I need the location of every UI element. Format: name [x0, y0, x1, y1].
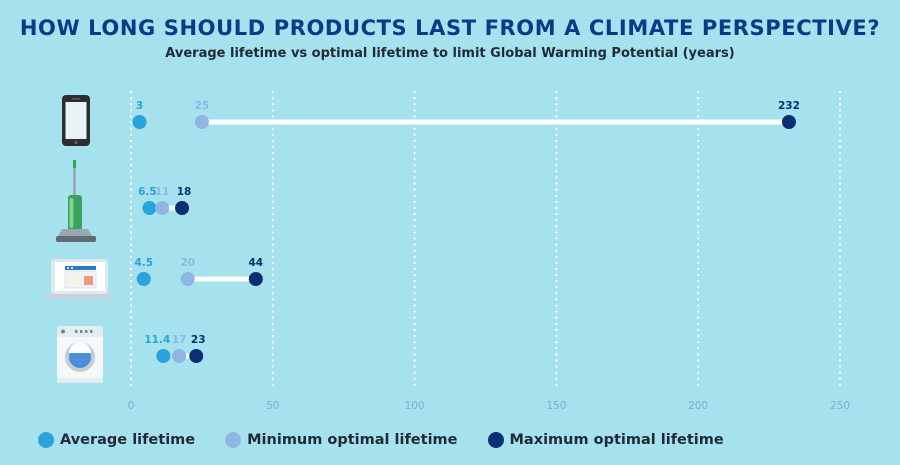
data-label-average: 11.4: [144, 334, 170, 346]
point-maximum: [781, 115, 796, 129]
vacuum-cleaner-icon: [56, 160, 96, 242]
product-row: 6.511 18: [138, 186, 191, 215]
point-maximum: [175, 201, 190, 215]
x-axis-ticks: 0 50 100 150 200 250: [128, 400, 850, 412]
point-minimum: [172, 349, 187, 363]
laptop-icon: [44, 259, 114, 299]
product-row: 11.4 17 23: [144, 334, 206, 363]
point-average: [142, 201, 157, 215]
point-average: [132, 115, 147, 129]
point-maximum: [248, 272, 263, 286]
tick-label: 0: [128, 400, 135, 412]
tick-label: 200: [688, 400, 708, 412]
legend-item-maximum: Maximum optimal lifetime: [487, 432, 724, 448]
legend-dot-minimum: [225, 432, 242, 448]
legend-label: Maximum optimal lifetime: [509, 432, 724, 448]
point-average: [156, 349, 171, 363]
legend-item-minimum: Minimum optimal lifetime: [225, 432, 458, 448]
data-label-minimum: 25: [195, 100, 210, 112]
point-minimum: [194, 115, 209, 129]
point-minimum: [180, 272, 195, 286]
tick-label: 250: [830, 400, 850, 412]
data-label-average: 6.5: [138, 186, 157, 198]
point-maximum: [189, 349, 204, 363]
data-label-average: 3: [136, 100, 143, 112]
legend-label: Minimum optimal lifetime: [247, 432, 458, 448]
legend-item-average: Average lifetime: [38, 432, 195, 448]
chart-title: HOW LONG SHOULD PRODUCTS LAST FROM A CLI…: [19, 16, 881, 40]
data-label-maximum: 18: [177, 186, 192, 198]
product-row: 4.5 20 44: [134, 257, 263, 286]
point-average: [136, 272, 151, 286]
data-marks: 3 25 232 6.511 18 4.5 20 44 11.4 17 23: [132, 100, 800, 363]
data-label-average: 4.5: [134, 257, 153, 269]
data-label-minimum: 11: [155, 186, 170, 198]
data-label-minimum: 20: [180, 257, 195, 269]
legend-dot-maximum: [487, 432, 504, 448]
tick-label: 150: [546, 400, 566, 412]
washing-machine-icon: [57, 326, 103, 383]
smartphone-icon: [62, 95, 90, 146]
product-icons: [44, 95, 114, 383]
legend: Average lifetime Minimum optimal lifetim…: [38, 432, 754, 448]
data-label-maximum: 232: [778, 100, 800, 112]
data-label-maximum: 23: [191, 334, 206, 346]
tick-label: 100: [405, 400, 425, 412]
tick-label: 50: [266, 400, 279, 412]
legend-dot-average: [38, 432, 54, 448]
data-label-maximum: 44: [248, 257, 263, 269]
point-minimum: [155, 201, 170, 215]
legend-label: Average lifetime: [60, 432, 196, 448]
product-row: 3 25 232: [132, 100, 800, 129]
data-label-minimum: 17: [172, 334, 187, 346]
grid: [129, 90, 842, 390]
chart-subtitle: Average lifetime vs optimal lifetime to …: [165, 46, 735, 61]
